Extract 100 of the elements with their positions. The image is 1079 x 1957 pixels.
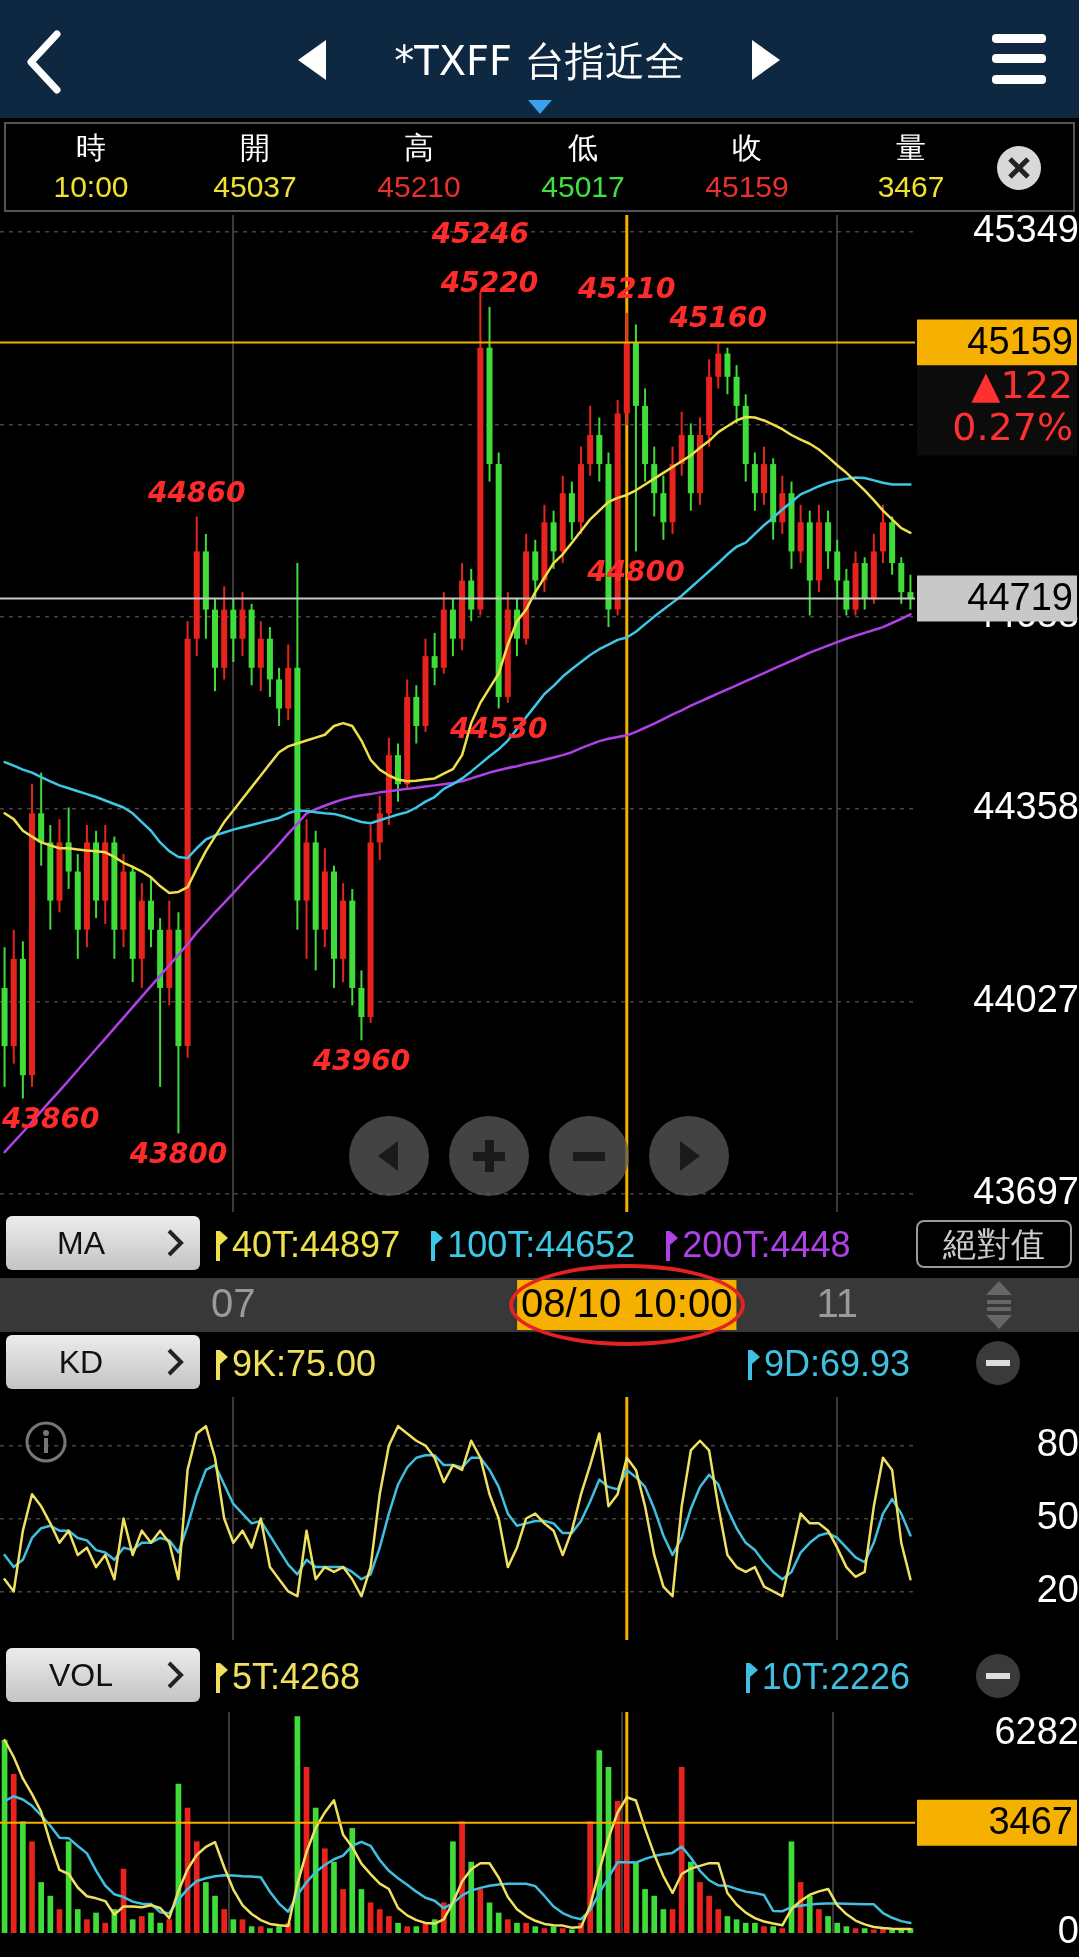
category-label: 量: [895, 129, 927, 167]
bar: [221, 1909, 228, 1933]
bar: [193, 1841, 200, 1933]
annotation: 45220: [439, 266, 539, 300]
candlestick: [431, 631, 438, 687]
ref-line-label: 44719: [967, 576, 1073, 619]
text: 45017: [541, 170, 625, 203]
text: 3467: [877, 170, 945, 203]
bar: [230, 1919, 237, 1933]
bar: [532, 1926, 539, 1933]
bar: [47, 1895, 54, 1933]
legend-title: KD: [57, 1344, 105, 1381]
text: 10:00: [53, 170, 129, 203]
bar: [331, 1861, 337, 1933]
bar: [779, 1928, 786, 1933]
annotation: 45246: [430, 217, 530, 251]
y-axis-title: 絕對值: [916, 1220, 1072, 1268]
bar: [367, 1902, 374, 1933]
bar: [715, 1909, 722, 1933]
bar: [678, 1767, 685, 1933]
bar: [706, 1895, 712, 1933]
candlestick: [724, 346, 731, 396]
legend-title: MA: [56, 1225, 106, 1262]
category-label: 收: [731, 129, 763, 167]
category-label: 高: [403, 129, 435, 167]
y-tick-label: 50: [1036, 1494, 1079, 1537]
legend-label: 5T:4268: [232, 1656, 361, 1698]
category-label: 開: [239, 129, 271, 167]
text: 0.27%: [952, 405, 1073, 450]
bar: [257, 1926, 264, 1933]
bar: [404, 1926, 411, 1933]
bar: [806, 1895, 813, 1933]
legend-label: 10T:2226: [761, 1656, 910, 1698]
bar: [10, 1774, 17, 1933]
bar: [29, 1841, 35, 1933]
annotation: 45160: [668, 301, 767, 335]
legend-label: 9D:69.93: [763, 1343, 910, 1385]
bar: [733, 1919, 740, 1933]
bar: [697, 1882, 703, 1933]
y-tick-label: 80: [1036, 1422, 1079, 1465]
bar: [541, 1928, 548, 1933]
bar: [349, 1828, 356, 1933]
y-tick-label: 0: [1057, 1909, 1079, 1952]
bar: [834, 1922, 841, 1933]
bar: [20, 1821, 26, 1933]
bar: [166, 1919, 173, 1933]
bar: [386, 1916, 392, 1933]
bar: [861, 1928, 868, 1933]
bar: [651, 1895, 658, 1933]
bar: [102, 1922, 109, 1933]
bar: [633, 1861, 639, 1933]
bar: [569, 1929, 575, 1933]
bar: [93, 1912, 99, 1933]
bar: [395, 1922, 401, 1933]
ref-line-label: 45159: [967, 319, 1073, 362]
bar: [84, 1919, 90, 1933]
x-tick-label: 07: [211, 1281, 256, 1326]
text: 45037: [213, 170, 297, 203]
bar: [450, 1841, 456, 1933]
bar: [413, 1926, 420, 1933]
text: 45210: [377, 170, 461, 203]
bar: [38, 1882, 45, 1933]
legend-label: 40T:44897: [232, 1224, 401, 1266]
bar: [157, 1922, 163, 1933]
bar: [559, 1928, 566, 1933]
bar: [148, 1912, 154, 1933]
bar: [825, 1916, 831, 1933]
x-tick-label: 11: [816, 1281, 858, 1326]
bar: [276, 1926, 282, 1933]
y-tick-label: 43697: [973, 1169, 1079, 1212]
text: *TXFF 台指近全: [393, 37, 686, 86]
candlestick: [715, 340, 722, 390]
bar: [321, 1848, 328, 1933]
bar: [642, 1889, 648, 1933]
bar: [312, 1807, 319, 1933]
x-tick-label: 08/10 10:00: [521, 1281, 733, 1326]
legend-label: 200T:4448: [682, 1224, 851, 1266]
bar: [742, 1922, 749, 1933]
y-tick-label: 45349: [973, 208, 1079, 251]
category-label: 低: [567, 129, 599, 167]
bar: [843, 1926, 850, 1933]
bar: [514, 1922, 520, 1933]
annotation: 44860: [147, 475, 246, 509]
text: ▲122: [971, 363, 1073, 408]
bar: [138, 1916, 145, 1933]
bar: [596, 1750, 603, 1933]
bar: [248, 1926, 255, 1933]
bar: [459, 1821, 465, 1933]
bar: [816, 1909, 822, 1933]
bar: [495, 1912, 502, 1933]
y-tick-label: 44358: [973, 785, 1079, 828]
bar: [761, 1926, 767, 1933]
bar: [74, 1909, 81, 1933]
bar: [376, 1909, 383, 1933]
bar: [267, 1928, 273, 1933]
bar: [203, 1882, 209, 1933]
bar: [129, 1919, 136, 1933]
bar: [623, 1822, 630, 1933]
bar: [468, 1861, 475, 1933]
bar: [852, 1928, 859, 1933]
